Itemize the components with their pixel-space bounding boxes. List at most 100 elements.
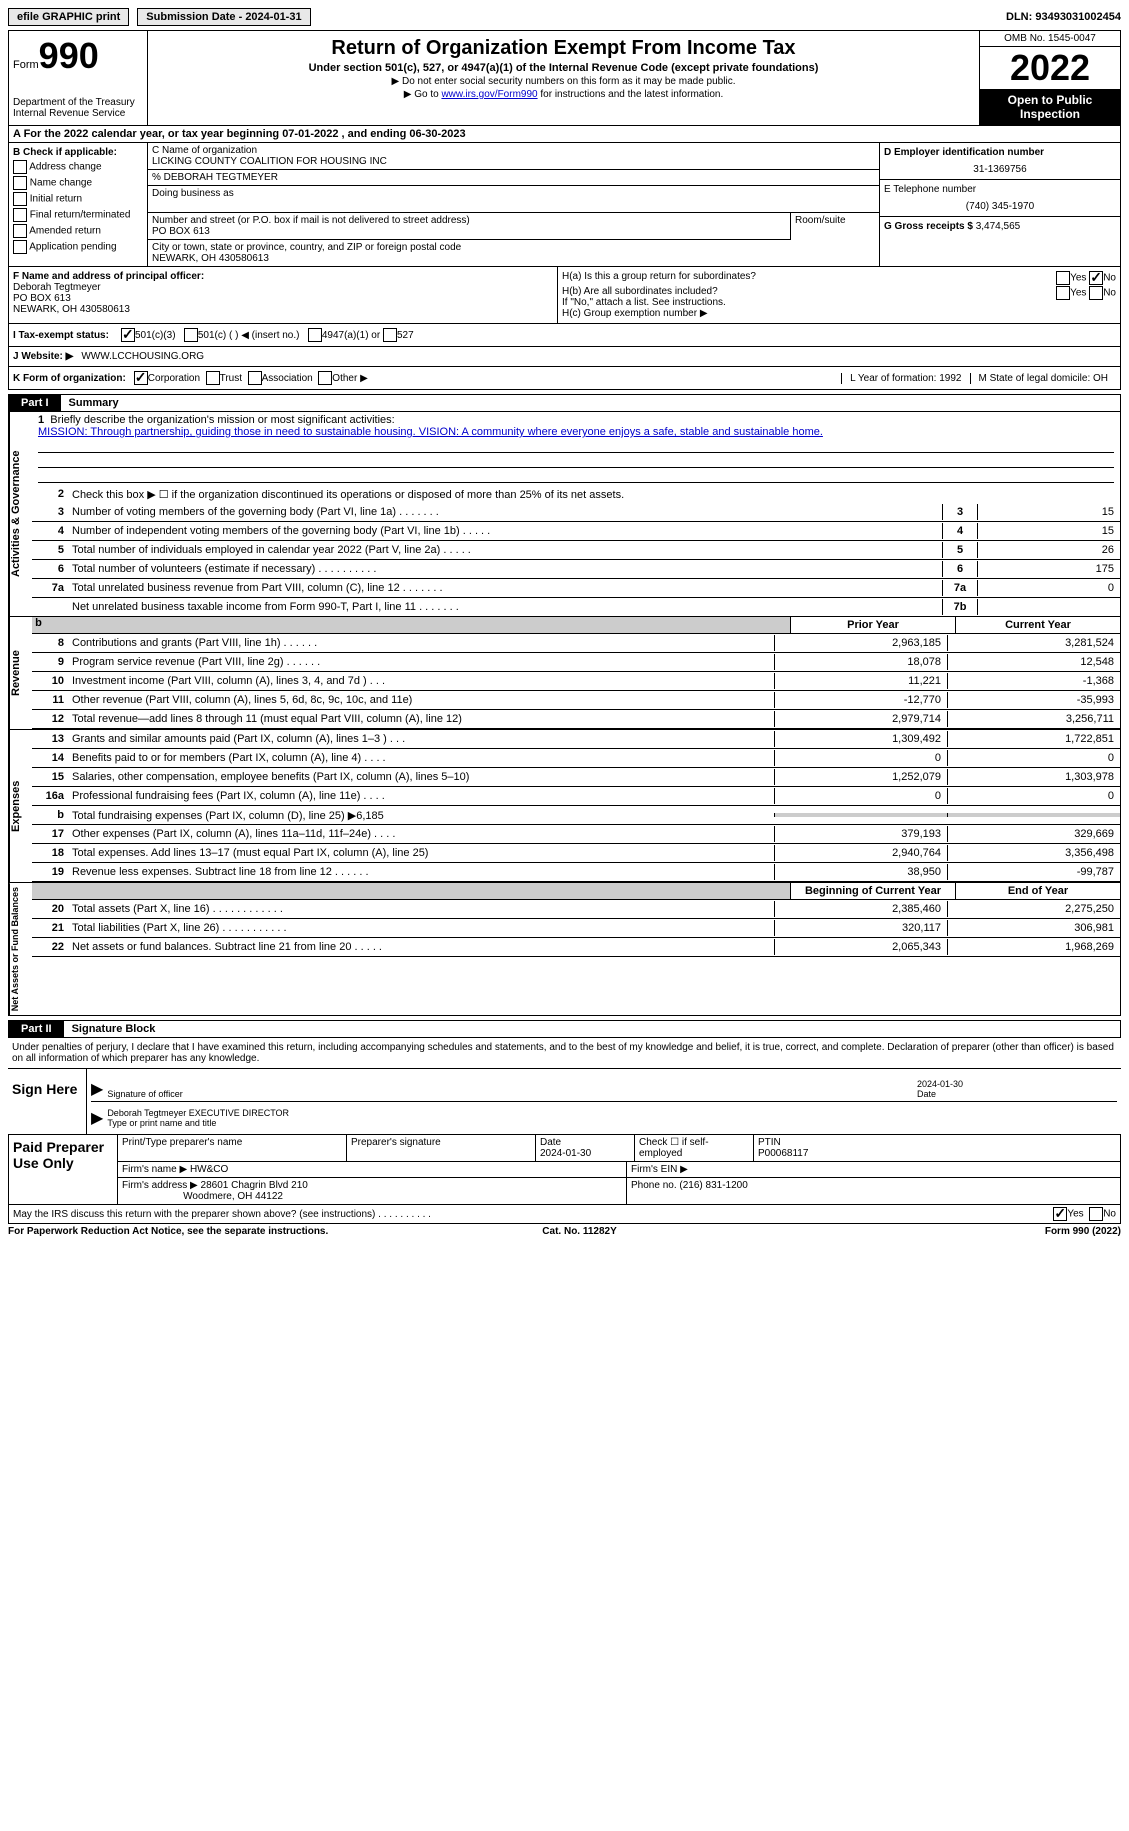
summary-row: 5Total number of individuals employed in… (32, 541, 1120, 560)
sig-name-label: Type or print name and title (107, 1118, 216, 1128)
l2-text: Check this box ▶ ☐ if the organization d… (68, 486, 1120, 503)
chk-501c[interactable] (184, 328, 198, 342)
efile-print-btn[interactable]: efile GRAPHIC print (8, 8, 129, 26)
org-form-row: K Form of organization: Corporation Trus… (8, 367, 1121, 390)
netassets-vlabel: Net Assets or Fund Balances (9, 883, 32, 1015)
ein-label: D Employer identification number (884, 147, 1116, 158)
dln: DLN: 93493031002454 (1006, 11, 1121, 23)
org-name: LICKING COUNTY COALITION FOR HOUSING INC (152, 156, 875, 167)
form-number-box: Form990 Department of the Treasury Inter… (9, 31, 148, 125)
expense-row: 16aProfessional fundraising fees (Part I… (32, 787, 1120, 806)
chk-527[interactable] (383, 328, 397, 342)
website-url: WWW.LCCHOUSING.ORG (81, 351, 204, 362)
care-of: % DEBORAH TEGTMEYER (148, 170, 879, 186)
street-addr: PO BOX 613 (152, 226, 786, 237)
prep-date: 2024-01-30 (540, 1148, 591, 1159)
expenses-vlabel: Expenses (9, 730, 32, 882)
prior-year-hdr: Prior Year (790, 617, 955, 633)
chk-pending[interactable]: Application pending (13, 240, 143, 254)
firm-ein-label: Firm's EIN ▶ (627, 1162, 1120, 1177)
expense-row: 13Grants and similar amounts paid (Part … (32, 730, 1120, 749)
form-number: 990 (39, 35, 99, 76)
prep-label: Paid Preparer Use Only (9, 1135, 117, 1204)
current-year-hdr: Current Year (955, 617, 1120, 633)
revenue-row: 8Contributions and grants (Part VIII, li… (32, 634, 1120, 653)
col-d-ein: D Employer identification number 31-1369… (879, 143, 1120, 266)
sig-date-label: Date (917, 1089, 936, 1099)
hb-yes[interactable] (1056, 286, 1070, 300)
netassets-row: 20Total assets (Part X, line 16) . . . .… (32, 900, 1120, 919)
chk-initial-return[interactable]: Initial return (13, 192, 143, 206)
firm-phone-label: Phone no. (631, 1180, 677, 1191)
discuss-no[interactable] (1089, 1207, 1103, 1221)
ha-yes[interactable] (1056, 271, 1070, 285)
officer-addr1: PO BOX 613 (13, 293, 553, 304)
chk-501c3[interactable] (121, 328, 135, 342)
part1-header: Part I Summary (8, 394, 1121, 412)
firm-label: Firm's name ▶ (122, 1164, 187, 1175)
sig-name: Deborah Tegtmeyer EXECUTIVE DIRECTOR (107, 1108, 289, 1118)
phone-value: (740) 345-1970 (884, 201, 1116, 212)
chk-address-change[interactable]: Address change (13, 160, 143, 174)
expense-row: 19Revenue less expenses. Subtract line 1… (32, 863, 1120, 882)
revenue-vlabel: Revenue (9, 617, 32, 729)
addr-label: Number and street (or P.O. box if mail i… (152, 215, 786, 226)
hb-note: If "No," attach a list. See instructions… (562, 297, 1116, 308)
penalty-text: Under penalties of perjury, I declare th… (8, 1038, 1121, 1068)
part1-num: Part I (9, 395, 61, 411)
expense-row: bTotal fundraising expenses (Part IX, co… (32, 806, 1120, 825)
part1-title: Summary (61, 395, 127, 411)
tax-status-row: I Tax-exempt status: 501(c)(3) 501(c) ( … (8, 324, 1121, 347)
chk-assoc[interactable] (248, 371, 262, 385)
firm-addr1: 28601 Chagrin Blvd 210 (201, 1180, 308, 1191)
submission-date: Submission Date - 2024-01-31 (137, 8, 310, 26)
chk-other[interactable] (318, 371, 332, 385)
gross-value: 3,474,565 (976, 221, 1021, 232)
chk-name-change[interactable]: Name change (13, 176, 143, 190)
officer-addr2: NEWARK, OH 430580613 (13, 304, 553, 315)
expense-row: 14Benefits paid to or for members (Part … (32, 749, 1120, 768)
arrow-icon: ▶ (91, 1108, 103, 1128)
tax-year: 2022 (980, 47, 1120, 89)
end-year-hdr: End of Year (955, 883, 1120, 899)
year-box: OMB No. 1545-0047 2022 Open to Public In… (979, 31, 1120, 125)
i-label: I Tax-exempt status: (13, 330, 109, 341)
hb-label: H(b) Are all subordinates included? (562, 286, 718, 297)
prep-h4: Check ☐ if self-employed (635, 1135, 754, 1161)
gross-label: G Gross receipts $ (884, 221, 973, 232)
prep-h3-label: Date (540, 1137, 561, 1148)
j-label: J Website: ▶ (13, 351, 73, 362)
f-label: F Name and address of principal officer: (13, 271, 553, 282)
ha-no[interactable] (1089, 271, 1103, 285)
chk-trust[interactable] (206, 371, 220, 385)
state-domicile: M State of legal domicile: OH (970, 373, 1117, 384)
irs-link[interactable]: www.irs.gov/Form990 (441, 89, 537, 100)
ha-label: H(a) Is this a group return for subordin… (562, 271, 756, 282)
ein-value: 31-1369756 (884, 164, 1116, 175)
sig-officer-label: Signature of officer (107, 1089, 182, 1099)
ptin-value: P00068117 (758, 1148, 808, 1159)
sign-here-label: Sign Here (8, 1069, 86, 1134)
firm-addr-label: Firm's address ▶ (122, 1180, 198, 1191)
city-state-zip: NEWARK, OH 430580613 (152, 253, 875, 264)
discuss-yes[interactable] (1053, 1207, 1067, 1221)
l1-label: Briefly describe the organization's miss… (50, 414, 394, 426)
expense-row: 15Salaries, other compensation, employee… (32, 768, 1120, 787)
netassets-row: 21Total liabilities (Part X, line 26) . … (32, 919, 1120, 938)
expense-row: 18Total expenses. Add lines 13–17 (must … (32, 844, 1120, 863)
chk-final-return[interactable]: Final return/terminated (13, 208, 143, 222)
entity-section: B Check if applicable: Address change Na… (8, 143, 1121, 267)
b-label: B Check if applicable: (13, 147, 143, 158)
chk-corp[interactable] (134, 371, 148, 385)
c-name-label: C Name of organization (152, 145, 875, 156)
footer-right: Form 990 (2022) (1045, 1226, 1121, 1237)
title-box: Return of Organization Exempt From Incom… (148, 31, 979, 125)
chk-4947[interactable] (308, 328, 322, 342)
chk-amended[interactable]: Amended return (13, 224, 143, 238)
sign-here-block: Sign Here ▶ Signature of officer 2024-01… (8, 1068, 1121, 1134)
officer-name: Deborah Tegtmeyer (13, 282, 553, 293)
hb-no[interactable] (1089, 286, 1103, 300)
netassets-row: 22Net assets or fund balances. Subtract … (32, 938, 1120, 957)
discuss-row: May the IRS discuss this return with the… (8, 1205, 1121, 1224)
website-row: J Website: ▶ WWW.LCCHOUSING.ORG (8, 347, 1121, 367)
